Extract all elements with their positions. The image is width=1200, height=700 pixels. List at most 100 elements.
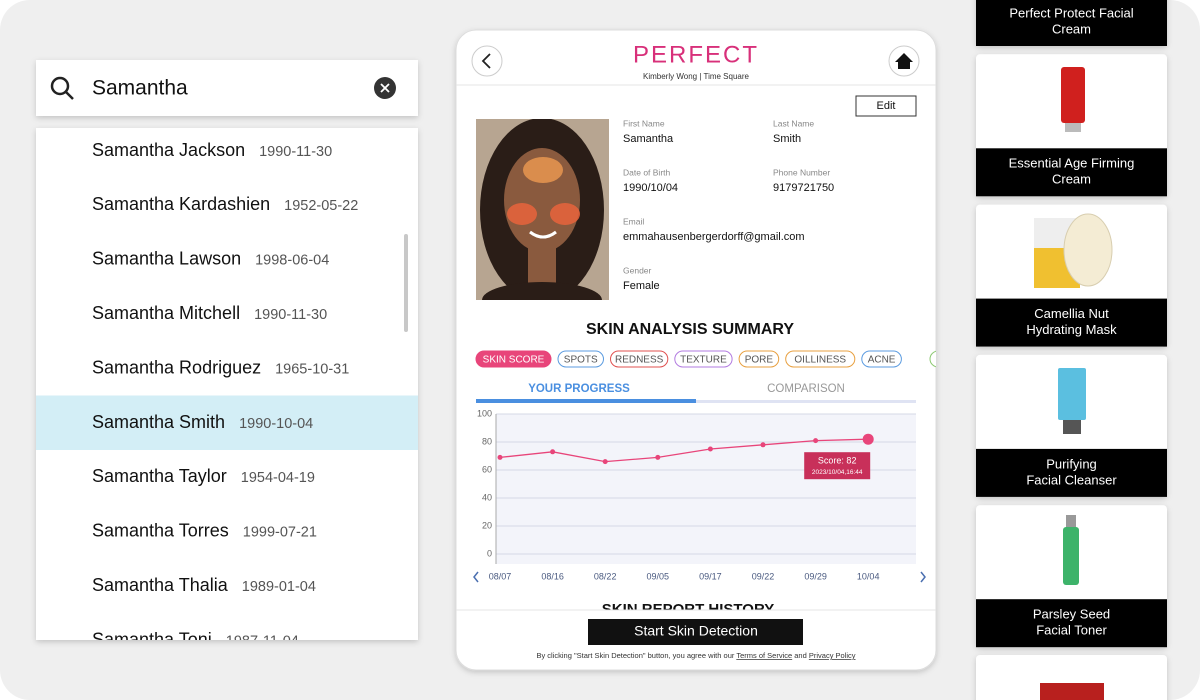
tab-label[interactable]: COMPARISON: [767, 383, 845, 395]
consent-notice: By clicking "Start Skin Detection" butto…: [536, 651, 855, 660]
tag[interactable]: [785, 350, 856, 368]
field-label: Email: [623, 216, 644, 226]
result-name[interactable]: Samantha Thalia: [92, 575, 229, 595]
tooltip: [804, 452, 871, 480]
result-date: 1952-05-22: [284, 198, 358, 214]
result-date: 1954-04-19: [241, 470, 315, 486]
notice-text: By clicking "Start Skin Detection" butto…: [536, 651, 736, 660]
product-label-band: [976, 148, 1167, 197]
result-name[interactable]: Samantha Toni: [92, 629, 212, 649]
x-tick-label: 09/05: [647, 571, 670, 581]
product-label-band: [976, 599, 1167, 648]
chart-prev[interactable]: [473, 571, 479, 583]
history-title: SKIN REPORT HISTORY: [602, 601, 775, 618]
score-point[interactable]: [497, 454, 503, 460]
result-date: 1990-10-04: [239, 416, 313, 432]
score-point[interactable]: [760, 442, 766, 448]
progress-chart: 0 20 40 60 80 100 08/07 08/16 08/22 09/05 09/17 09/…: [473, 408, 926, 583]
result-name[interactable]: Samantha Lawson: [92, 249, 241, 269]
result-name[interactable]: Samantha Taylor: [92, 466, 227, 486]
x-tick-label: 09/17: [699, 571, 722, 581]
score-line: [499, 438, 869, 463]
y-tick-label: 60: [482, 464, 492, 474]
tab-underline: [476, 399, 916, 403]
tag[interactable]: [610, 350, 669, 368]
tag[interactable]: [475, 350, 552, 368]
product-image: [1063, 515, 1079, 585]
app-content: 0 20 40 60 80 100 08/07 08/16 08/22 09/05 09/17 09/…: [473, 95, 950, 618]
score-point[interactable]: [550, 449, 556, 455]
summary-title: SKIN ANALYSIS SUMMARY: [586, 321, 794, 338]
tooltip-time: 2023/10/04,16:44: [812, 469, 863, 476]
product-name: Facial Cleanser: [1026, 472, 1117, 487]
plot-area: [496, 414, 916, 564]
tag-label: ACNE: [868, 355, 896, 366]
product-label-band: [976, 448, 1167, 497]
field-value: Smith: [773, 133, 801, 145]
result-date: 1990-11-30: [259, 144, 332, 160]
x-tick-label: 08/07: [489, 571, 512, 581]
link[interactable]: Privacy Policy: [809, 651, 856, 660]
product-name: Parsley Seed: [1033, 607, 1110, 622]
score-point[interactable]: [862, 433, 874, 445]
product-name: Purifying: [1046, 456, 1097, 471]
result-name[interactable]: Samantha Torres: [92, 521, 229, 541]
chart-next[interactable]: [920, 571, 926, 583]
edit-button[interactable]: [855, 95, 917, 117]
field-value: emmahausenbergerdorff@gmail.com: [623, 231, 805, 243]
product-image: [1040, 683, 1104, 700]
result-date: 1990-11-30: [254, 307, 327, 323]
field-label: Last Name: [773, 118, 814, 128]
result-date: 1998-06-04: [255, 253, 329, 269]
tag[interactable]: [861, 350, 902, 368]
score-point[interactable]: [602, 459, 608, 465]
tag-label: PORE: [745, 355, 774, 366]
tag[interactable]: [557, 350, 604, 368]
score-point[interactable]: [707, 446, 713, 452]
product-label-band: [976, 0, 1167, 46]
x-tick-label: 09/29: [804, 571, 827, 581]
search-box[interactable]: [36, 60, 418, 116]
tag[interactable]: [929, 350, 950, 368]
field-value: 1990/10/04: [623, 182, 678, 194]
tag[interactable]: [738, 350, 780, 368]
link[interactable]: Terms of Service: [736, 651, 792, 660]
clear-button[interactable]: [374, 77, 396, 99]
product-name: Cream: [1052, 172, 1091, 187]
product-image: [1034, 213, 1113, 288]
selected-row: [36, 395, 418, 450]
search-icon: [50, 76, 74, 100]
start-button[interactable]: [588, 619, 803, 645]
result-name[interactable]: Samantha Rodriguez: [92, 357, 261, 377]
product-image: [1058, 368, 1086, 434]
y-tick-label: 20: [482, 520, 492, 530]
y-tick-label: 40: [482, 492, 492, 502]
tag[interactable]: [674, 350, 733, 368]
edit-label: Edit: [877, 100, 896, 112]
tag-label: REDNESS: [615, 355, 664, 366]
result-name[interactable]: Samantha Kardashien: [92, 194, 270, 214]
score-point[interactable]: [655, 454, 661, 460]
product-name: Facial Toner: [1036, 623, 1107, 638]
result-name[interactable]: Samantha Smith: [92, 412, 225, 432]
result-date: 1987-11-04: [226, 633, 299, 649]
y-tick-label: 100: [477, 408, 492, 418]
product-name: Cream: [1052, 21, 1091, 36]
result-name[interactable]: Samantha Mitchell: [92, 303, 240, 323]
product-card[interactable]: [976, 655, 1167, 700]
tag-label: TEXTURE: [680, 355, 727, 366]
field-value: Samantha: [623, 133, 674, 145]
tab-label[interactable]: YOUR PROGRESS: [528, 383, 630, 395]
back-button[interactable]: [471, 45, 503, 77]
x-tick-label: 10/04: [857, 571, 880, 581]
scrollbar[interactable]: [404, 234, 408, 332]
store-name: Kimberly Wong | Time Square: [643, 72, 750, 81]
score-point[interactable]: [813, 438, 819, 444]
home-button[interactable]: [888, 45, 920, 77]
field-label: Gender: [623, 265, 652, 275]
result-date: 1999-07-21: [243, 525, 317, 541]
result-name[interactable]: Samantha Jackson: [92, 140, 245, 160]
tag-label: OILLINESS: [794, 355, 846, 366]
